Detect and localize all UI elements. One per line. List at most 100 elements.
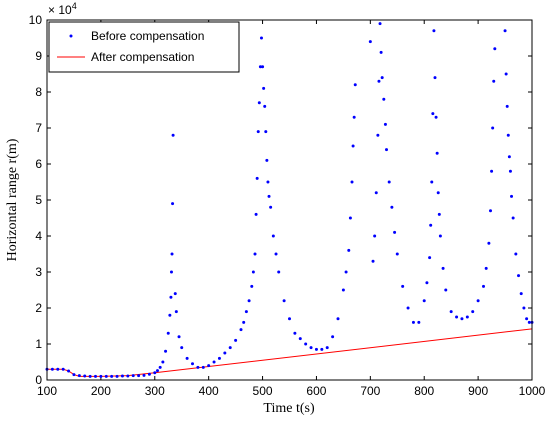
data-point [263, 104, 267, 108]
data-point [376, 133, 380, 137]
x-tick-label: 900 [468, 384, 488, 398]
data-point [255, 176, 259, 180]
data-point [379, 50, 383, 54]
data-point [417, 320, 421, 324]
data-point [431, 112, 435, 116]
x-tick-label: 200 [91, 384, 111, 398]
data-point [438, 234, 442, 238]
data-point [94, 374, 97, 378]
data-point [257, 101, 261, 105]
data-point [169, 295, 173, 299]
data-point [147, 372, 151, 376]
data-point [374, 191, 378, 195]
y-tick-label: 7 [35, 121, 42, 135]
data-point [435, 151, 439, 155]
data-point [385, 148, 388, 152]
data-point [401, 284, 405, 288]
data-point [382, 97, 386, 101]
data-point [455, 315, 459, 319]
data-point [395, 252, 399, 256]
data-point [425, 281, 429, 285]
data-point [371, 259, 375, 263]
x-tick-label: 400 [199, 384, 219, 398]
data-point [155, 369, 159, 373]
data-point [368, 40, 372, 44]
data-point [503, 29, 507, 33]
data-point [259, 36, 263, 40]
data-point [288, 317, 291, 321]
y-tick-label: 4 [35, 229, 42, 243]
data-point [378, 22, 382, 26]
data-point [511, 216, 515, 220]
data-point [344, 270, 348, 274]
y-tick-label: 0 [35, 373, 42, 387]
data-point [207, 364, 211, 368]
data-point [265, 158, 269, 162]
data-point [527, 320, 531, 324]
y-tick-label: 5 [35, 193, 42, 207]
data-point [153, 371, 157, 375]
data-point [352, 115, 356, 119]
data-point [242, 320, 246, 324]
x-tick-label: 600 [306, 384, 326, 398]
data-point [465, 315, 469, 319]
data-point [191, 362, 194, 366]
data-point [505, 104, 509, 108]
data-point [489, 209, 493, 213]
x-tick-label: 500 [253, 384, 273, 398]
data-point [223, 351, 227, 355]
data-point [185, 356, 189, 360]
data-point [373, 234, 377, 238]
data-point [258, 65, 262, 69]
data-point [441, 266, 445, 270]
data-point [510, 194, 514, 198]
data-point [256, 130, 260, 134]
data-point [430, 180, 434, 184]
y-tick-label: 6 [35, 157, 42, 171]
plot-frame [46, 19, 533, 381]
data-point [274, 252, 278, 256]
data-point [261, 65, 265, 69]
y-tick-label: 1 [35, 337, 42, 351]
data-point [492, 79, 496, 83]
data-point [519, 292, 523, 296]
y-multiplier-base: × 10 [48, 3, 72, 17]
data-point [348, 216, 352, 220]
data-point [131, 374, 135, 378]
data-point [115, 374, 119, 378]
data-point [347, 248, 351, 252]
data-point [325, 346, 329, 350]
data-point [525, 317, 529, 321]
data-point [50, 367, 54, 371]
data-point [428, 256, 432, 260]
data-point [161, 360, 165, 364]
data-point [170, 252, 174, 256]
data-point [164, 349, 168, 353]
legend-label: Before compensation [91, 29, 204, 43]
data-point [436, 191, 440, 195]
y-tick-label: 2 [35, 301, 42, 315]
plot-area [47, 20, 532, 380]
data-point [422, 299, 426, 303]
y-tick-label: 3 [35, 265, 42, 279]
data-point [166, 331, 170, 335]
data-point [493, 47, 497, 51]
data-point [142, 373, 146, 377]
data-point [460, 317, 464, 321]
data-point [517, 274, 521, 278]
data-point [377, 79, 381, 83]
data-point [507, 155, 511, 159]
x-tick-label: 800 [414, 384, 434, 398]
data-point [411, 320, 415, 324]
data-point [336, 317, 340, 321]
data-point [72, 373, 76, 377]
y-tick-label: 10 [29, 13, 43, 27]
data-point [239, 328, 243, 332]
data-point [251, 270, 255, 274]
data-point [171, 133, 175, 137]
data-point [110, 374, 114, 378]
data-point [482, 284, 485, 288]
data-point [158, 365, 162, 369]
data-point [437, 212, 441, 216]
data-point [262, 86, 266, 90]
